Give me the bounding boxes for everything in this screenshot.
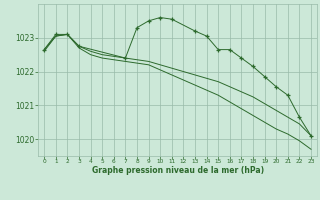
X-axis label: Graphe pression niveau de la mer (hPa): Graphe pression niveau de la mer (hPa): [92, 166, 264, 175]
